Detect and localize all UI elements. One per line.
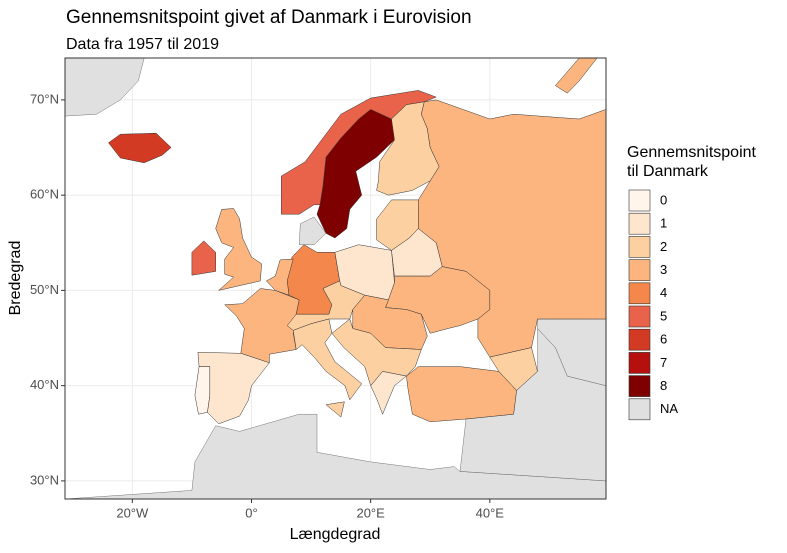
region <box>325 401 345 418</box>
legend-swatch <box>628 375 651 397</box>
region <box>331 318 422 387</box>
land-no-data <box>537 318 606 386</box>
legend-label: 6 <box>660 332 667 347</box>
y-axis-label: Bredegrad <box>7 241 24 316</box>
y-tick-label: 70°N <box>30 91 59 106</box>
land-no-data <box>298 216 327 245</box>
legend-label: 5 <box>660 308 667 323</box>
x-tick-label: 20°W <box>116 505 149 520</box>
legend-label: 8 <box>660 378 667 393</box>
y-tick-label: 30°N <box>30 472 59 487</box>
legend-label: 2 <box>660 239 667 254</box>
region <box>215 208 262 291</box>
map-panel <box>65 58 606 499</box>
legend-swatch <box>628 282 651 305</box>
legend-swatch <box>628 328 651 351</box>
x-tick-label: 40°E <box>476 505 505 520</box>
legend-swatch <box>628 305 651 328</box>
legend-swatch <box>628 212 651 235</box>
land-no-data <box>65 58 145 117</box>
legend-swatch <box>628 259 651 281</box>
region <box>555 58 598 94</box>
x-axis-label: Længdegrad <box>290 526 381 543</box>
legend-label: 7 <box>660 355 667 370</box>
region <box>194 366 211 415</box>
legend-title: Gennemsnitspoint <box>627 144 757 161</box>
region <box>370 371 407 415</box>
region <box>108 132 172 164</box>
chart-title: Gennemsnitspoint givet af Danmark i Euro… <box>66 7 472 28</box>
region <box>406 366 517 423</box>
legend-swatch <box>628 189 651 212</box>
panel-border <box>64 57 607 500</box>
legend-label: 3 <box>660 262 667 277</box>
region <box>489 347 538 391</box>
legend-label: 1 <box>660 216 667 231</box>
legend-swatch <box>628 236 651 258</box>
legend-swatch <box>628 352 651 374</box>
y-tick-label: 40°N <box>30 377 59 392</box>
region <box>265 258 294 296</box>
legend-title: til Danmark <box>627 163 709 180</box>
x-tick-label: 20°E <box>356 505 385 520</box>
chart-subtitle: Data fra 1957 til 2019 <box>66 36 219 53</box>
legend: Gennemsnitspoint til Danmark 0 1 2 3 4 5 6 7 8 NA <box>627 144 757 421</box>
x-tick-label: 0° <box>245 505 257 520</box>
legend-swatch <box>628 398 651 421</box>
legend-label: 0 <box>660 192 667 207</box>
y-tick-label: 60°N <box>30 187 59 202</box>
legend-label: NA <box>660 401 678 416</box>
legend-label: 4 <box>660 285 667 300</box>
region <box>292 318 363 401</box>
y-tick-label: 50°N <box>30 282 59 297</box>
region <box>191 240 216 276</box>
